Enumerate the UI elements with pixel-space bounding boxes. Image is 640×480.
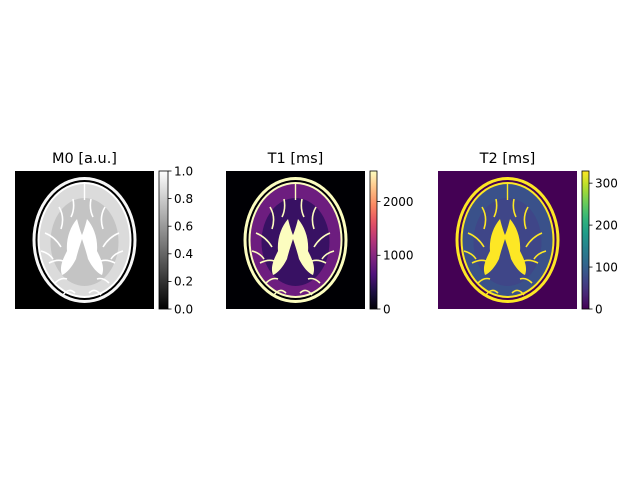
- colorbar-gradient: [158, 170, 169, 310]
- brain-image: [438, 171, 577, 309]
- colorbar-tick-label: 0.4: [174, 247, 193, 261]
- brain-image: [15, 171, 154, 309]
- colorbar-tick-label: 0.0: [174, 302, 193, 316]
- colorbar: 0 1000 2000: [369, 170, 414, 316]
- panels-layer: M0 [a.u.]0.00.20.40.60.81.0T1 [ms]010002…: [15, 151, 618, 316]
- panel-3: T2 [ms] 0 100 200 300: [438, 151, 618, 316]
- brain-image: [226, 171, 365, 309]
- panel-2: T1 [ms] 0 1000 2000: [226, 151, 414, 316]
- colorbar-tick-label: 300: [595, 176, 618, 190]
- colorbar-gradient: [581, 170, 590, 310]
- colorbar-tick-label: 0: [383, 302, 391, 316]
- colorbar-tick-label: 1.0: [174, 164, 193, 178]
- panel-title: M0 [a.u.]: [52, 151, 117, 167]
- colorbar-tick-label: 0.2: [174, 275, 193, 289]
- colorbar: 0 100 200 300: [581, 170, 618, 316]
- colorbar-tick-label: 2000: [383, 195, 414, 209]
- colorbar-tick-label: 100: [595, 260, 618, 274]
- panel-1: M0 [a.u.] 0.0 0.2 0.4 0.6 0.8 1.0: [15, 151, 193, 316]
- colorbar-tick-label: 0.6: [174, 220, 193, 234]
- colorbar-gradient: [369, 170, 378, 310]
- panel-title: T2 [ms]: [479, 151, 536, 167]
- colorbar-tick-label: 200: [595, 218, 618, 232]
- colorbar-tick-label: 1000: [383, 249, 414, 263]
- colorbar-tick-label: 0: [595, 302, 603, 316]
- colorbar: 0.0 0.2 0.4 0.6 0.8 1.0: [158, 164, 193, 316]
- colorbar-tick-label: 0.8: [174, 192, 193, 206]
- panel-title: T1 [ms]: [267, 151, 324, 167]
